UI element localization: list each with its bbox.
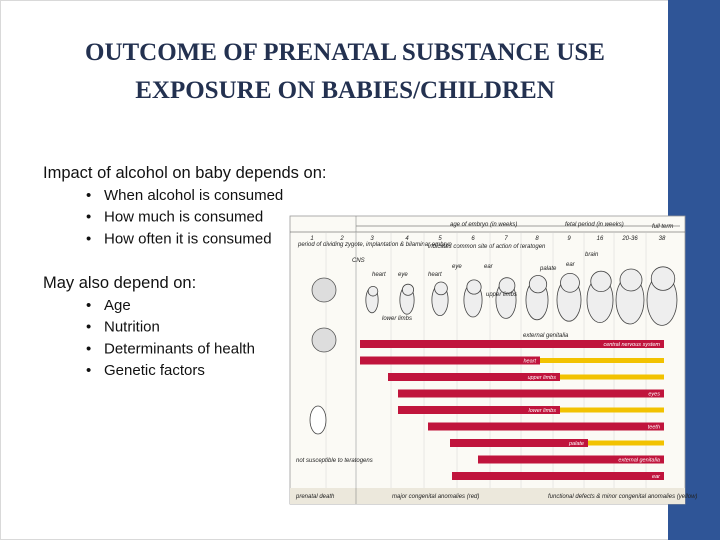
legend-note: indicates common site of action of terat… bbox=[428, 244, 546, 250]
bullet-dot: • bbox=[86, 209, 91, 226]
yellow-bar bbox=[540, 358, 664, 363]
site-label: heart bbox=[428, 272, 442, 278]
red-bar bbox=[360, 356, 540, 365]
embryo-head bbox=[650, 266, 676, 291]
embryo-head bbox=[560, 272, 580, 293]
week-label: 7 bbox=[504, 236, 508, 242]
zygote bbox=[311, 277, 337, 303]
site-label: heart bbox=[372, 272, 386, 278]
bullet-text: How much is consumed bbox=[104, 209, 263, 226]
yellow-bar bbox=[560, 407, 664, 413]
bullet-dot: • bbox=[86, 230, 91, 247]
footer-label: functional defects & minor congenital an… bbox=[548, 494, 697, 500]
embryo-head bbox=[619, 268, 643, 292]
site-label: eye bbox=[452, 264, 462, 270]
bullet-dot: • bbox=[86, 187, 91, 204]
week-label: 9 bbox=[567, 236, 571, 242]
red-bar bbox=[398, 389, 664, 398]
early-period: period of dividing zygote, implantation … bbox=[297, 242, 452, 248]
yellow-bar bbox=[588, 440, 664, 446]
embryo-head bbox=[590, 270, 612, 293]
bullet-dot: • bbox=[86, 340, 91, 357]
embryo-head bbox=[528, 275, 548, 294]
bar-label: palate bbox=[568, 441, 584, 447]
site-label: brain bbox=[585, 252, 599, 258]
week-label: 1 bbox=[310, 236, 313, 242]
bar-label: central nervous system bbox=[603, 342, 660, 348]
bullet-text: Determinants of health bbox=[104, 340, 255, 357]
week-label: 5 bbox=[438, 236, 442, 242]
bar-label: upper limbs bbox=[528, 375, 557, 381]
header-label: full term bbox=[652, 224, 673, 230]
site-label: ear bbox=[566, 262, 576, 268]
bullet-text: How often it is consumed bbox=[104, 230, 272, 247]
header-label: age of embryo (in weeks) bbox=[450, 222, 517, 228]
site-label: palate bbox=[539, 266, 557, 272]
figure-footer-bg bbox=[290, 488, 685, 504]
zygote bbox=[311, 327, 337, 353]
week-label: 20-36 bbox=[621, 236, 638, 242]
embryo-head bbox=[434, 281, 448, 296]
week-label: 3 bbox=[370, 236, 374, 242]
bullet-dot: • bbox=[86, 362, 91, 379]
red-bar bbox=[360, 340, 664, 348]
bullet-text: Nutrition bbox=[104, 319, 160, 336]
site-label: upper limbs bbox=[486, 292, 517, 298]
embryo-head bbox=[401, 283, 415, 296]
week-label: 38 bbox=[659, 236, 666, 242]
footer-label: prenatal death bbox=[295, 494, 335, 500]
heading: Impact of alcohol on baby depends on: bbox=[43, 164, 326, 182]
embryo-head bbox=[498, 277, 516, 294]
red-bar bbox=[478, 455, 664, 464]
red-bar bbox=[452, 472, 664, 480]
red-bar bbox=[450, 439, 588, 447]
early-period-text: period of dividing zygote, implantation … bbox=[297, 242, 452, 248]
yellow-bar bbox=[560, 374, 664, 380]
site-label: CNS bbox=[352, 258, 365, 264]
week-label: 4 bbox=[405, 236, 409, 242]
bar-label: eyes bbox=[648, 392, 660, 398]
red-bar bbox=[428, 422, 664, 431]
bullet-text: When alcohol is consumed bbox=[104, 187, 283, 204]
site-label: ear bbox=[484, 264, 494, 270]
bullet-text: Genetic factors bbox=[104, 362, 205, 379]
bar-label: external genitalia bbox=[618, 458, 660, 464]
footer-label: major congenital anomalies (red) bbox=[392, 494, 479, 500]
week-label: 16 bbox=[597, 236, 604, 242]
embryo-head bbox=[367, 285, 379, 297]
bar-label: ear bbox=[652, 474, 661, 480]
embryo-head bbox=[466, 279, 482, 295]
bar-label: heart bbox=[523, 359, 536, 365]
site-label: eye bbox=[398, 272, 408, 278]
heading: May also depend on: bbox=[43, 274, 196, 292]
embryo bbox=[309, 405, 327, 435]
red-bar bbox=[398, 406, 560, 414]
bar-label: lower limbs bbox=[528, 408, 556, 414]
figure: age of embryo (in weeks) fetal period (i… bbox=[289, 215, 697, 505]
week-label: 8 bbox=[535, 236, 539, 242]
bullet-dot: • bbox=[86, 319, 91, 336]
header-label: fetal period (in weeks) bbox=[565, 222, 624, 228]
site-label: external genitalia bbox=[523, 333, 569, 339]
week-label: 6 bbox=[471, 236, 475, 242]
not-susceptible: not susceptible to teratogens bbox=[296, 458, 373, 464]
bar-label: teeth bbox=[648, 425, 660, 431]
week-label: 2 bbox=[339, 236, 344, 242]
bullet-dot: • bbox=[86, 297, 91, 314]
red-bar bbox=[388, 373, 560, 381]
site-label: lower limbs bbox=[382, 316, 412, 322]
title-line: OUTCOME OF PRENATAL SUBSTANCE USE bbox=[85, 39, 605, 66]
title-line: EXPOSURE ON BABIES/CHILDREN bbox=[135, 77, 555, 104]
bullet-text: Age bbox=[104, 297, 131, 314]
